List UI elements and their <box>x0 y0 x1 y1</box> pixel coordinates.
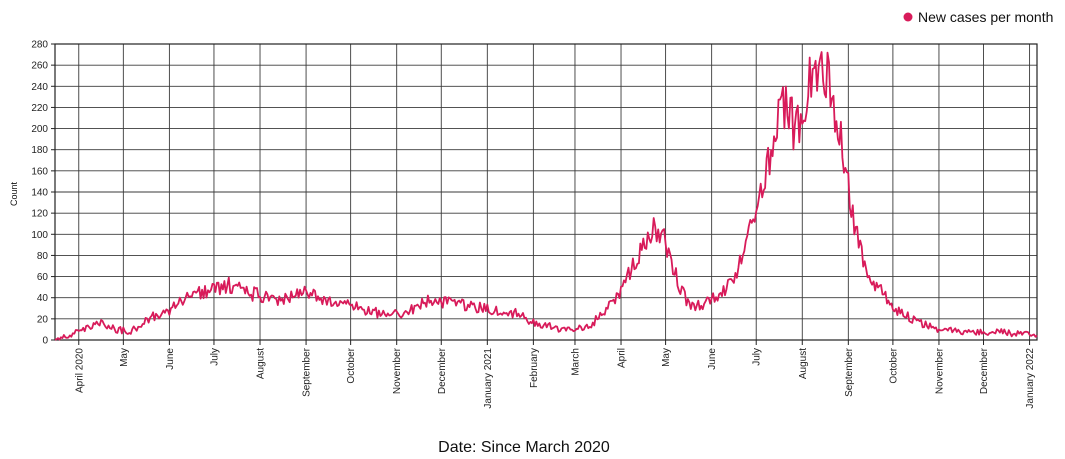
x-tick-label: September <box>302 347 313 397</box>
legend-marker <box>903 12 913 22</box>
legend-label: New cases per month <box>918 9 1053 25</box>
x-tick-label: November <box>392 347 403 394</box>
x-axis-ticks: April 2020 May June July August September Octo… <box>74 340 1036 409</box>
y-tick-label: 20 <box>37 314 49 325</box>
x-tick-label: February <box>529 348 540 388</box>
y-axis-ticks: 0 20 40 60 80 100 120 140 160 180 200 220 240 260 280 <box>31 40 55 347</box>
x-tick-label: April <box>617 348 628 368</box>
x-tick-label: December <box>437 347 448 394</box>
x-tick-label: January 2021 <box>483 348 494 409</box>
x-tick-label: August <box>256 348 267 379</box>
y-tick-label: 220 <box>31 103 48 114</box>
x-tick-label: October <box>888 347 899 383</box>
series-line <box>54 51 1038 341</box>
y-grid <box>55 43 1037 341</box>
y-tick-label: 240 <box>31 82 48 93</box>
x-axis-label: Date: Since March 2020 <box>438 439 610 456</box>
x-tick-label: July <box>209 348 220 366</box>
y-tick-label: 0 <box>42 336 48 347</box>
y-tick-label: 280 <box>31 40 48 51</box>
x-tick-label: July <box>752 348 763 366</box>
series-layer <box>54 51 1038 341</box>
y-tick-label: 180 <box>31 145 48 156</box>
x-tick-label: May <box>119 348 130 367</box>
x-grid <box>78 44 1031 340</box>
x-tick-label: November <box>934 347 945 394</box>
x-tick-label: October <box>346 347 357 383</box>
x-tick-label: June <box>707 348 718 370</box>
legend: New cases per month <box>903 9 1053 25</box>
y-tick-label: 200 <box>31 124 48 135</box>
y-tick-label: 160 <box>31 166 48 177</box>
x-tick-label: August <box>798 348 809 379</box>
y-tick-label: 80 <box>37 251 49 262</box>
y-tick-label: 40 <box>37 293 49 304</box>
y-tick-label: 140 <box>31 188 48 199</box>
x-tick-label: May <box>661 348 672 367</box>
y-tick-label: 120 <box>31 209 48 220</box>
x-tick-label: January 2022 <box>1025 348 1036 409</box>
y-axis-label: Count <box>9 182 19 207</box>
y-tick-label: 260 <box>31 61 48 72</box>
x-tick-label: June <box>165 348 176 370</box>
y-tick-label: 60 <box>37 272 49 283</box>
x-tick-label: December <box>979 347 990 394</box>
x-tick-label: March <box>570 348 581 376</box>
y-tick-label: 100 <box>31 230 48 241</box>
x-tick-label: September <box>844 347 855 397</box>
x-tick-label: April 2020 <box>74 348 85 393</box>
